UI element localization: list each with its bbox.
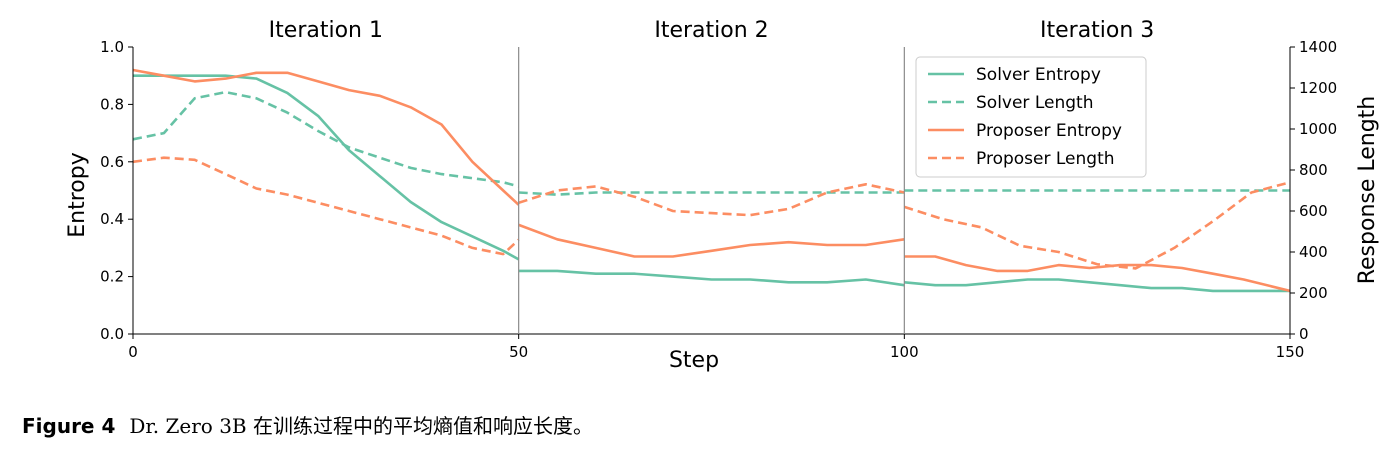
- series-line-0-seg-0: [133, 74, 520, 261]
- x-tick-label: 100: [890, 343, 919, 361]
- caption-label: Figure 4: [22, 414, 116, 438]
- figure-caption: Figure 4 Dr. Zero 3B 在训练过程中的平均熵值和响应长度。: [22, 410, 593, 439]
- y2-tick-label: 1400: [1299, 38, 1337, 56]
- series-line-2-seg-1: [518, 223, 905, 258]
- y2-tick-label: 200: [1299, 284, 1328, 302]
- y2-tick-label: 1000: [1299, 120, 1337, 138]
- series-line-3-seg-0: [132, 156, 520, 256]
- legend-entry: Proposer Length: [976, 149, 1115, 169]
- series-line-1-seg-0: [132, 90, 520, 188]
- series-layer: [132, 68, 1291, 293]
- x-tick-label: 0: [128, 343, 138, 361]
- legend-box: [915, 56, 1147, 178]
- legend-entry: Proposer Entropy: [976, 121, 1122, 141]
- y-tick-label: 0.8: [100, 95, 124, 113]
- y-tick-label: 0.6: [100, 153, 124, 171]
- panel-title-2: Iteration 2: [654, 18, 768, 43]
- y2-tick-label: 0: [1299, 325, 1309, 343]
- y-tick-label: 0.4: [100, 210, 124, 228]
- x-axis-title: Step: [669, 348, 719, 373]
- series-line-0-seg-2: [904, 278, 1290, 293]
- y2-tick-label: 800: [1299, 161, 1328, 179]
- y2-tick-label: 400: [1299, 243, 1328, 261]
- panel-title-1: Iteration 1: [269, 18, 383, 43]
- y-tick-label: 1.0: [100, 38, 124, 56]
- y-tick-label: 0.0: [100, 325, 124, 343]
- y-axis-title: Entropy: [65, 152, 90, 237]
- axes-layer: 0 50 100 150 0.0 0.2 0.4 0.6 0.8 1.0 0 200 400 600 800…: [65, 18, 1380, 373]
- y-tick-label: 0.2: [100, 268, 124, 286]
- series-line-0-seg-1: [518, 269, 905, 287]
- legend-entry: Solver Length: [976, 93, 1093, 113]
- series-line-3-seg-2: [903, 181, 1291, 270]
- x-tick-label: 150: [1276, 343, 1305, 361]
- x-tick-label: 50: [509, 343, 528, 361]
- caption-text: Dr. Zero 3B 在训练过程中的平均熵值和响应长度。: [129, 414, 593, 438]
- series-line-1-seg-1: [518, 191, 905, 196]
- y2-tick-label: 600: [1299, 202, 1328, 220]
- chart: 0 50 100 150 0.0 0.2 0.4 0.6 0.8 1.0 0 200 400 600 800…: [65, 18, 1380, 373]
- panel-title-3: Iteration 3: [1040, 18, 1154, 43]
- legend: Solver Entropy Solver Length Proposer Entr…: [915, 56, 1147, 178]
- y2-tick-label: 1200: [1299, 79, 1337, 97]
- series-line-3-seg-1: [518, 183, 905, 217]
- legend-entry: Solver Entropy: [976, 65, 1101, 85]
- series-line-2-seg-0: [132, 68, 520, 206]
- series-line-2-seg-2: [904, 255, 1291, 293]
- y2-axis-title: Response Length: [1355, 96, 1380, 285]
